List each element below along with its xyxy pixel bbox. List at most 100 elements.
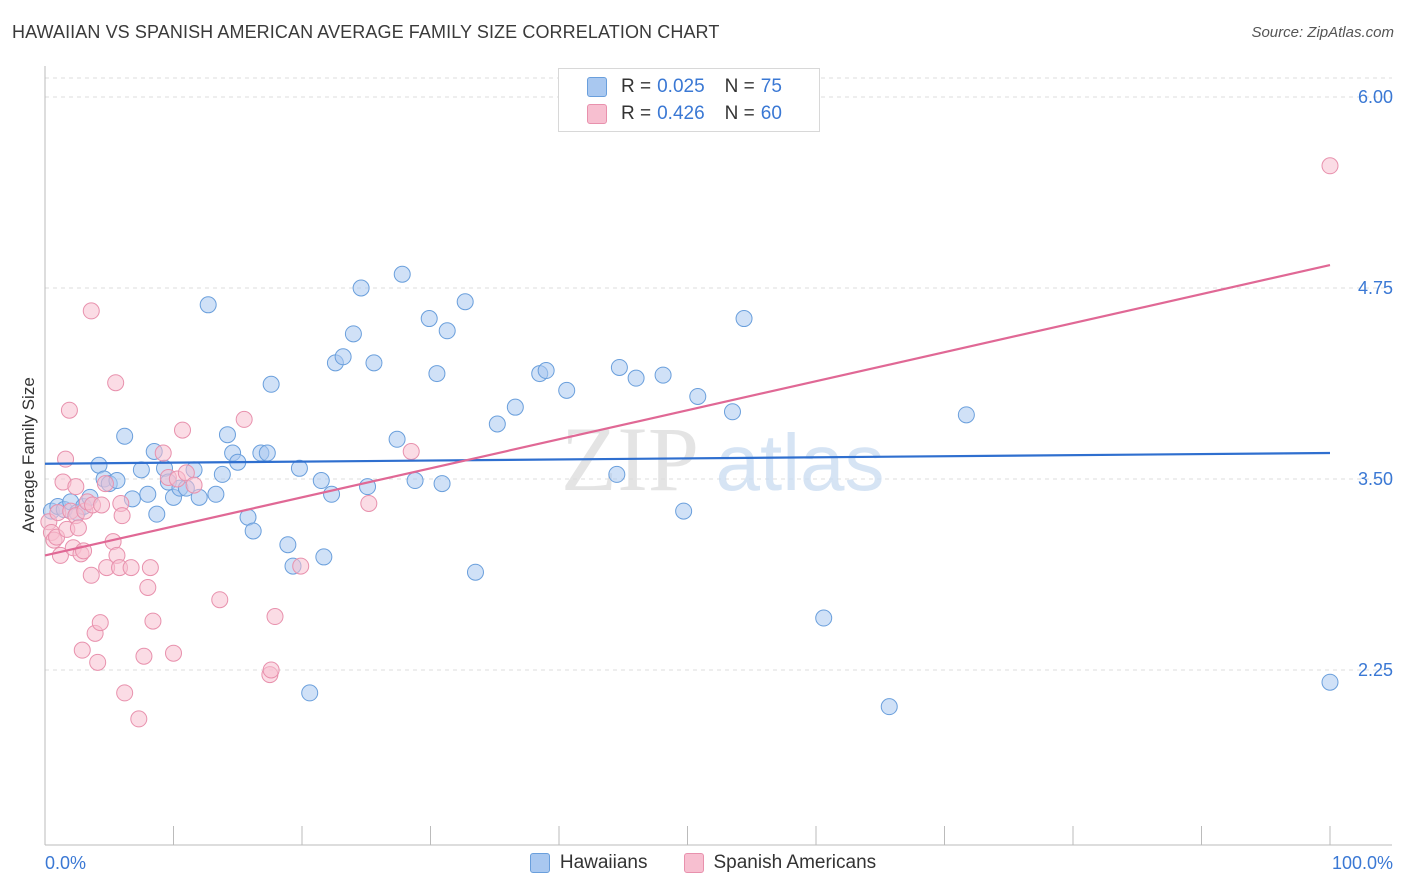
spanish-americans-point: [130, 710, 148, 728]
watermark-atlas: atlas: [716, 418, 885, 507]
spanish-americans-point: [165, 644, 182, 662]
hawaiians-point: [438, 322, 456, 340]
grid-lines: [45, 77, 1392, 671]
spanish-americans-point: [67, 478, 85, 496]
spanish-americans-point: [1321, 157, 1339, 175]
spanish-americans-swatch: [587, 104, 607, 124]
hawaiians-point: [116, 427, 134, 445]
spanish-americans-point: [89, 653, 107, 671]
hawaiians-point: [456, 293, 474, 311]
hawaiians-point: [675, 502, 693, 520]
hawaiians-point: [279, 536, 297, 554]
trend-lines: [44, 264, 1331, 557]
y-tick-label: 3.50: [1358, 469, 1393, 489]
r-label: R =: [621, 103, 652, 124]
hawaiians-point: [365, 354, 383, 372]
spanish-americans-point: [144, 612, 162, 630]
hawaiians-point: [735, 310, 753, 328]
n-value: 60: [760, 103, 782, 124]
hawaiians-point: [880, 698, 898, 716]
legend-item-hawaiians[interactable]: Hawaiians: [529, 852, 648, 874]
x-tick-labels: 0.0% 100.0%: [45, 853, 1393, 873]
spanish-americans-point: [69, 519, 87, 537]
hawaiians-point: [388, 430, 406, 448]
r-value: 0.025: [657, 76, 705, 97]
hawaiians-point: [199, 296, 217, 314]
hawaiians-trend-line: [44, 451, 1331, 465]
spanish-americans-point: [107, 374, 125, 392]
source-label: Source: ZipAtlas.com: [1251, 24, 1394, 41]
hawaiians-point: [315, 548, 333, 566]
spanish-americans-point: [82, 302, 100, 320]
hawaiians-point: [132, 461, 150, 479]
y-tick-label: 4.75: [1358, 278, 1393, 298]
hawaiians-point: [466, 563, 484, 581]
legend-label: Hawaiians: [559, 852, 648, 873]
hawaiians-point: [428, 365, 446, 383]
hawaiians-point: [723, 403, 741, 421]
spanish-americans-point: [60, 401, 78, 419]
spanish-americans-point: [122, 559, 140, 577]
spanish-americans-point: [96, 475, 114, 493]
spanish-americans-point: [154, 444, 172, 462]
n-label: N =: [724, 103, 755, 124]
series-legend: Hawaiians Spanish Americans: [0, 852, 1406, 874]
hawaiians-swatch: [587, 77, 607, 97]
hawaiians-point: [1321, 673, 1339, 691]
spanish-americans-point: [91, 614, 109, 632]
hawaiians-point: [301, 684, 319, 702]
spanish-americans-point: [262, 661, 280, 679]
y-tick-labels: 2.25 3.50 4.75 6.00: [1358, 87, 1393, 680]
hawaiians-point: [488, 415, 506, 433]
spanish-americans-point: [177, 464, 195, 482]
chart-title: HAWAIIAN VS SPANISH AMERICAN AVERAGE FAM…: [12, 22, 720, 42]
spanish-americans-point: [139, 578, 157, 596]
hawaiians-point: [406, 472, 424, 490]
spanish-americans-point: [266, 608, 284, 626]
x-tick-label: 0.0%: [45, 853, 86, 873]
hawaiians-point: [689, 387, 707, 405]
hawaiians-point: [558, 381, 576, 399]
r-value: 0.426: [657, 103, 705, 124]
spanish-americans-point: [173, 421, 191, 439]
spanish-americans-point: [135, 647, 153, 665]
hawaiians-point: [610, 358, 628, 376]
n-value: 75: [760, 76, 782, 97]
r-label: R =: [621, 76, 652, 97]
spanish-americans-point: [57, 450, 75, 468]
spanish-americans-point: [82, 566, 100, 584]
n-label: N =: [724, 76, 755, 97]
hawaiians-point: [352, 279, 370, 297]
hawaiians-swatch: [529, 853, 550, 873]
hawaiians-point: [344, 325, 362, 343]
spanish-americans-point: [141, 559, 159, 577]
legend-item-spanish-americans[interactable]: Spanish Americans: [683, 852, 877, 874]
hawaiians-point: [608, 465, 626, 483]
hawaiians-point: [393, 265, 411, 283]
spanish-americans-trend-line: [44, 264, 1331, 557]
legend-row-hawaiians: R = 0.025 N = 75: [587, 75, 782, 99]
hawaiians-point: [420, 310, 438, 328]
spanish-americans-swatch: [683, 853, 704, 873]
hawaiians-point: [815, 609, 833, 627]
spanish-americans-point: [292, 557, 310, 575]
spanish-americans-point: [235, 410, 253, 428]
hawaiians-point: [290, 459, 308, 477]
y-axis-label: Average Family Size: [19, 377, 38, 533]
x-tick-label: 100.0%: [1332, 853, 1393, 873]
axes: [44, 66, 1392, 846]
hawaiians-point: [312, 472, 330, 490]
correlation-legend: R = 0.025 N = 75 R = 0.426 N = 60: [558, 68, 820, 132]
spanish-americans-point: [113, 507, 131, 525]
y-tick-label: 6.00: [1358, 87, 1393, 107]
spanish-americans-point: [116, 684, 134, 702]
legend-label: Spanish Americans: [713, 852, 877, 873]
spanish-americans-points: [40, 157, 1339, 728]
spanish-americans-point: [211, 591, 229, 609]
spanish-americans-point: [402, 442, 420, 460]
hawaiians-point: [244, 522, 262, 540]
spanish-americans-point: [93, 496, 111, 514]
hawaiians-point: [213, 465, 231, 483]
hawaiians-point: [537, 362, 555, 380]
